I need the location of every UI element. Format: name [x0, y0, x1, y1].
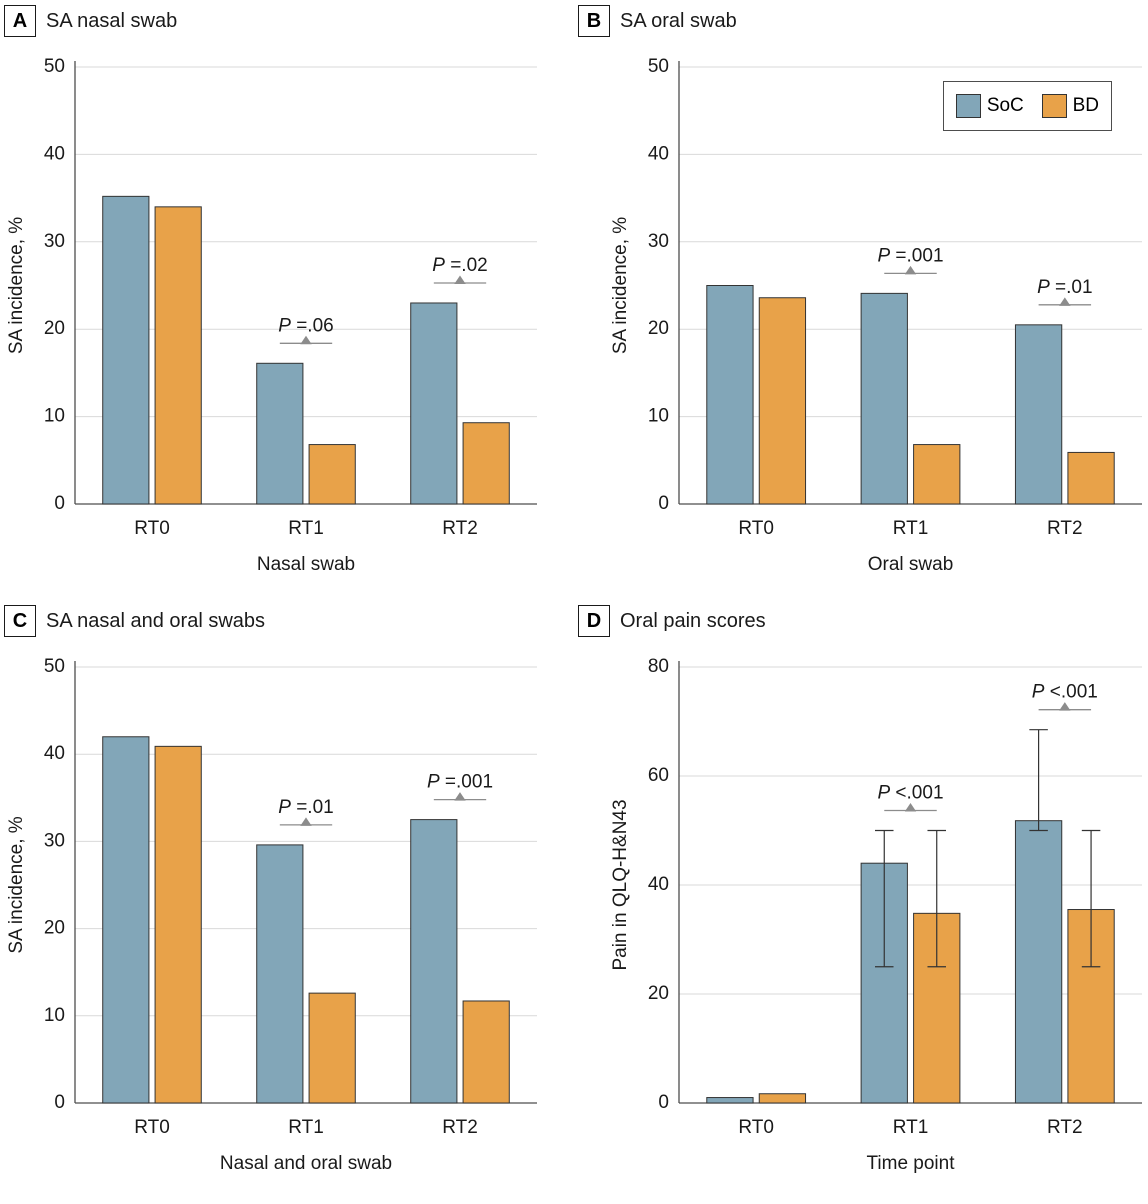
svg-text:SA incidence, %: SA incidence, % [6, 816, 27, 953]
svg-text:P =.001: P =.001 [427, 772, 493, 793]
svg-text:P =.06: P =.06 [278, 315, 333, 336]
svg-text:40: 40 [648, 143, 669, 164]
svg-text:0: 0 [658, 493, 669, 514]
svg-text:RT0: RT0 [134, 1117, 170, 1138]
svg-text:20: 20 [648, 318, 669, 339]
svg-text:30: 30 [44, 231, 65, 252]
svg-text:P =.01: P =.01 [1037, 277, 1092, 298]
svg-text:50: 50 [44, 656, 65, 677]
svg-text:40: 40 [648, 874, 669, 895]
svg-text:RT2: RT2 [1047, 1117, 1083, 1138]
svg-text:RT2: RT2 [442, 1117, 478, 1138]
svg-text:Nasal swab: Nasal swab [257, 554, 355, 575]
svg-text:0: 0 [658, 1092, 669, 1113]
svg-text:20: 20 [44, 918, 65, 939]
svg-text:RT1: RT1 [288, 518, 324, 539]
svg-text:P =.02: P =.02 [432, 255, 487, 276]
svg-text:RT0: RT0 [738, 1117, 774, 1138]
svg-text:RT1: RT1 [893, 1117, 929, 1138]
svg-text:P =.01: P =.01 [278, 797, 333, 818]
svg-text:P <.001: P <.001 [1032, 682, 1098, 703]
svg-text:10: 10 [648, 406, 669, 427]
svg-text:10: 10 [44, 1005, 65, 1026]
svg-text:0: 0 [54, 493, 65, 514]
svg-text:80: 80 [648, 656, 669, 677]
svg-text:0: 0 [54, 1092, 65, 1113]
svg-text:10: 10 [44, 406, 65, 427]
svg-text:Oral swab: Oral swab [868, 554, 954, 575]
svg-text:40: 40 [44, 143, 65, 164]
svg-text:20: 20 [648, 983, 669, 1004]
svg-text:50: 50 [44, 56, 65, 77]
svg-text:SA incidence, %: SA incidence, % [610, 217, 631, 354]
svg-text:30: 30 [648, 231, 669, 252]
svg-text:40: 40 [44, 743, 65, 764]
svg-text:RT2: RT2 [1047, 518, 1083, 539]
svg-text:P <.001: P <.001 [877, 783, 943, 804]
svg-text:30: 30 [44, 830, 65, 851]
svg-text:RT1: RT1 [288, 1117, 324, 1138]
svg-text:RT2: RT2 [442, 518, 478, 539]
svg-text:60: 60 [648, 765, 669, 786]
svg-text:P =.001: P =.001 [877, 245, 943, 266]
svg-text:20: 20 [44, 318, 65, 339]
svg-text:SA incidence, %: SA incidence, % [6, 217, 27, 354]
svg-text:Nasal and oral swab: Nasal and oral swab [220, 1153, 392, 1174]
svg-text:RT1: RT1 [893, 518, 929, 539]
svg-text:50: 50 [648, 56, 669, 77]
svg-text:RT0: RT0 [738, 518, 774, 539]
svg-text:Pain in QLQ-H&N43: Pain in QLQ-H&N43 [610, 799, 631, 970]
svg-text:RT0: RT0 [134, 518, 170, 539]
svg-text:Time point: Time point [867, 1153, 956, 1174]
